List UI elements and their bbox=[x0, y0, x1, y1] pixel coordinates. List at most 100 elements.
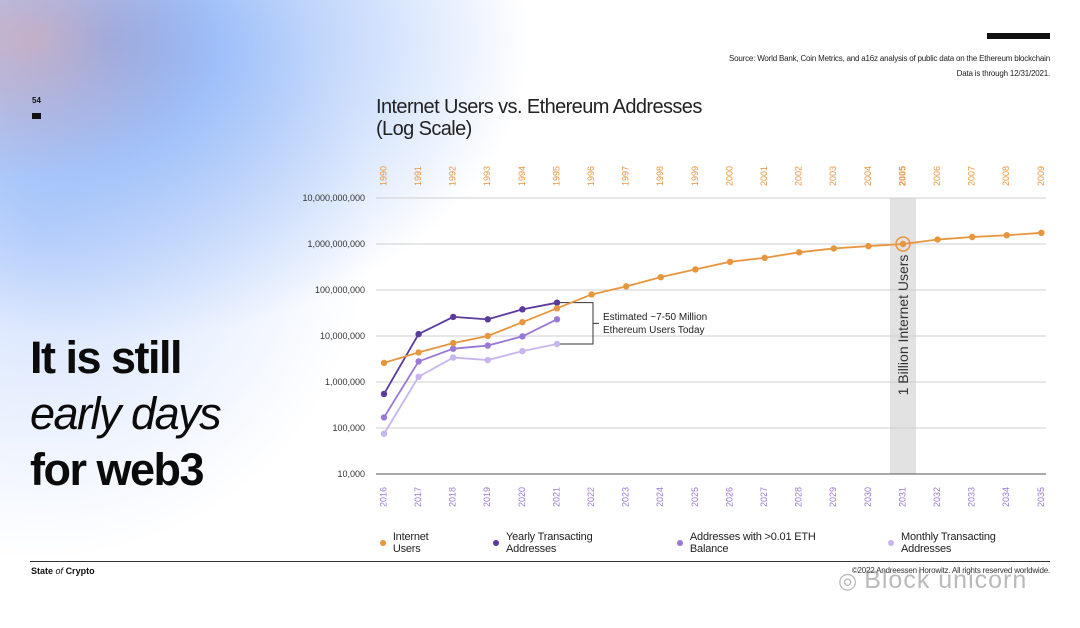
headline-line-1: It is still bbox=[30, 332, 183, 383]
x-top-tick-label: 1994 bbox=[517, 166, 527, 186]
legend-label: Addresses with >0.01 ETH Balance bbox=[689, 531, 816, 555]
x-top-tick-label: 1992 bbox=[448, 166, 458, 186]
data-point-monthly-transacting bbox=[415, 373, 422, 380]
x-bottom-tick-label: 2023 bbox=[621, 487, 631, 507]
series-line-yearly-transacting bbox=[383, 301, 558, 395]
data-point-yearly-transacting bbox=[553, 299, 561, 306]
data-point-internet-users bbox=[726, 258, 734, 266]
legend-swatch bbox=[493, 540, 500, 546]
source-line-2: Data is through 12/31/2021. bbox=[956, 69, 1051, 78]
x-top-tick-label: 2000 bbox=[724, 166, 734, 186]
x-bottom-tick-label: 2025 bbox=[690, 487, 700, 507]
copyright-notice: ©2022 Andreessen Horowitz. All rights re… bbox=[851, 566, 1050, 575]
x-top-tick-label: 1998 bbox=[655, 166, 665, 186]
legend-swatch bbox=[677, 540, 683, 546]
highlight-ring bbox=[895, 236, 911, 252]
x-top-tick-label: 1995 bbox=[551, 166, 561, 186]
legend-label: Monthly Transacting Addresses bbox=[901, 531, 996, 555]
series-line-internet-users bbox=[383, 231, 1042, 364]
x-top-tick-label: 2009 bbox=[1036, 166, 1046, 186]
data-point-yearly-transacting bbox=[415, 330, 422, 338]
x-bottom-tick-label: 2028 bbox=[794, 487, 804, 507]
x-top-tick-label: 2005 bbox=[897, 166, 907, 186]
data-point-internet-users bbox=[553, 305, 561, 312]
x-top-tick-label: 2002 bbox=[794, 166, 804, 186]
x-bottom-tick-label: 2029 bbox=[828, 487, 838, 507]
chart-title-line-1: Internet Users vs. Ethereum Addresses bbox=[376, 96, 702, 118]
y-tick-label: 1,000,000 bbox=[325, 377, 365, 387]
data-point-monthly-transacting bbox=[519, 347, 526, 355]
data-point-yearly-transacting bbox=[380, 390, 388, 398]
x-bottom-tick-label: 2018 bbox=[448, 487, 458, 507]
page-marker bbox=[32, 113, 41, 119]
x-bottom-tick-label: 2035 bbox=[1036, 487, 1046, 507]
x-top-tick-label: 2006 bbox=[932, 166, 942, 186]
legend-item: Addresses with >0.01 ETH Balance bbox=[677, 531, 852, 555]
x-bottom-tick-label: 2034 bbox=[1001, 487, 1011, 507]
x-top-tick-label: 1999 bbox=[690, 166, 700, 186]
data-point-internet-users bbox=[380, 359, 388, 367]
data-point-yearly-transacting bbox=[519, 306, 526, 313]
data-point-eth-balance bbox=[553, 316, 561, 323]
data-point-internet-users bbox=[796, 249, 803, 256]
brand-part-state: State bbox=[31, 566, 54, 576]
headline: It is still early days for web3 bbox=[30, 330, 222, 498]
data-point-eth-balance bbox=[415, 358, 422, 365]
data-point-internet-users bbox=[1003, 232, 1010, 239]
x-top-tick-label: 1996 bbox=[586, 166, 596, 186]
x-top-tick-label: 2003 bbox=[828, 166, 838, 186]
y-tick-label: 10,000,000 bbox=[320, 331, 365, 341]
x-top-tick-label: 2008 bbox=[1001, 166, 1011, 186]
x-bottom-tick-label: 2033 bbox=[967, 487, 977, 507]
legend-item: Yearly Transacting Addresses bbox=[493, 531, 641, 555]
data-point-monthly-transacting bbox=[450, 354, 457, 361]
data-point-internet-users bbox=[519, 318, 526, 326]
source-note: Source: World Bank, Coin Metrics, and a1… bbox=[729, 51, 1050, 81]
legend-label: Yearly Transacting Addresses bbox=[506, 531, 593, 555]
billion-users-label: 1 Billion Internet Users bbox=[895, 255, 911, 396]
legend-item: Monthly Transacting Addresses bbox=[888, 531, 1044, 555]
x-bottom-tick-label: 2019 bbox=[482, 487, 492, 507]
legend-swatch bbox=[380, 540, 386, 546]
data-point-internet-users bbox=[934, 236, 941, 243]
annotation-line-1: Estimated ~7-50 Million bbox=[603, 312, 707, 323]
footer-divider bbox=[30, 561, 1050, 562]
data-point-internet-users bbox=[899, 240, 907, 248]
data-point-monthly-transacting bbox=[553, 340, 561, 348]
y-tick-label: 100,000 bbox=[332, 423, 365, 433]
x-bottom-tick-label: 2017 bbox=[413, 487, 423, 507]
data-point-internet-users bbox=[415, 349, 422, 356]
header-bar bbox=[987, 33, 1050, 39]
data-point-internet-users bbox=[830, 245, 837, 252]
data-point-internet-users bbox=[623, 283, 630, 290]
brand-part-crypto: Crypto bbox=[65, 566, 95, 576]
x-bottom-tick-label: 2020 bbox=[517, 487, 527, 507]
wechat-icon: ◎ bbox=[838, 567, 859, 593]
x-bottom-tick-label: 2031 bbox=[897, 487, 907, 507]
data-point-yearly-transacting bbox=[484, 316, 491, 323]
brand-part-of: of bbox=[55, 566, 64, 576]
data-point-internet-users bbox=[761, 254, 768, 262]
series-line-monthly-transacting bbox=[383, 343, 558, 435]
x-bottom-tick-label: 2032 bbox=[932, 487, 942, 507]
headline-line-2: early days bbox=[30, 388, 222, 439]
chart-title-line-2: (Log Scale) bbox=[376, 118, 472, 140]
x-top-tick-label: 2001 bbox=[759, 166, 769, 186]
data-point-monthly-transacting bbox=[380, 430, 388, 437]
x-top-tick-label: 2007 bbox=[967, 166, 977, 186]
data-point-yearly-transacting bbox=[450, 313, 457, 321]
series-line-eth-balance bbox=[383, 318, 558, 418]
x-bottom-tick-label: 2027 bbox=[759, 487, 769, 507]
legend-label: Internet Users bbox=[392, 531, 429, 555]
y-tick-label: 100,000,000 bbox=[315, 285, 365, 295]
data-point-internet-users bbox=[865, 242, 872, 250]
x-bottom-tick-label: 2030 bbox=[863, 487, 873, 507]
data-point-eth-balance bbox=[484, 342, 491, 349]
y-tick-label: 10,000,000,000 bbox=[302, 193, 365, 203]
legend-item: Internet Users bbox=[380, 531, 457, 555]
data-point-internet-users bbox=[484, 332, 491, 340]
bracket-annotation bbox=[559, 302, 599, 345]
y-tick-label: 10,000 bbox=[337, 469, 365, 479]
x-bottom-tick-label: 2021 bbox=[551, 487, 561, 507]
